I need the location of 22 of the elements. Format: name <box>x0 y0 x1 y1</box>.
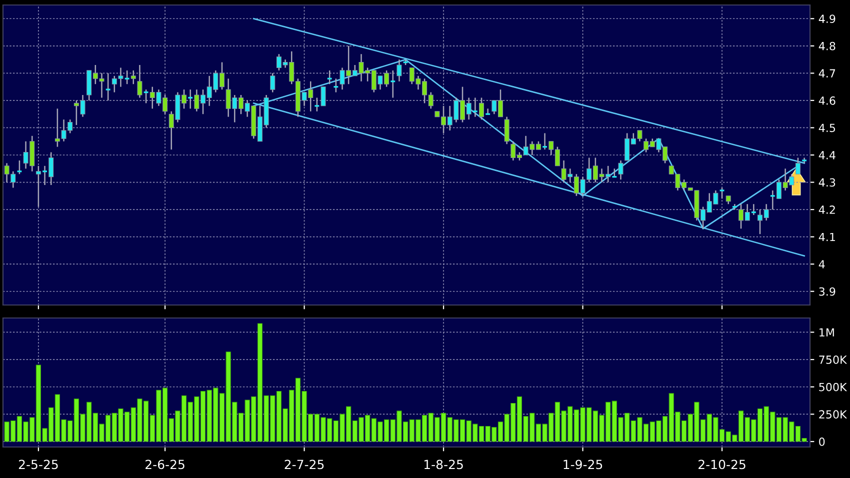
y-tick-label: 4.8 <box>818 42 836 50</box>
x-tick-label: 1-9-25 <box>564 460 602 470</box>
y-tick-label: 4.7 <box>818 69 836 78</box>
x-tick-label: 2-5-25 <box>18 460 58 470</box>
y-tick-label: 750K <box>819 356 848 364</box>
y-tick-label: 0 <box>819 438 825 446</box>
y-tick-label: 4.1 <box>818 232 835 242</box>
x-tick-label: 2-7-25 <box>284 460 324 470</box>
x-tick-label: 1-8-25 <box>424 460 463 470</box>
y-tick-label: 4.2 <box>818 206 835 214</box>
y-tick-label: 4.3 <box>818 178 836 187</box>
x-tick-label: 2-10-25 <box>698 460 746 470</box>
y-tick-label: 4.4 <box>818 151 836 160</box>
y-tick-label: 250K <box>819 410 848 419</box>
y-tick-label: 4.5 <box>818 124 836 132</box>
x-tick-label: 2-6-25 <box>146 460 184 470</box>
y-tick-label: 1M <box>820 328 834 336</box>
y-tick-label: 4.6 <box>818 96 836 105</box>
y-tick-label: 4 <box>818 260 825 268</box>
y-tick-label: 500K <box>819 382 848 392</box>
y-tick-label: 4.9 <box>818 14 836 24</box>
y-tick-label: 3.9 <box>819 287 836 296</box>
